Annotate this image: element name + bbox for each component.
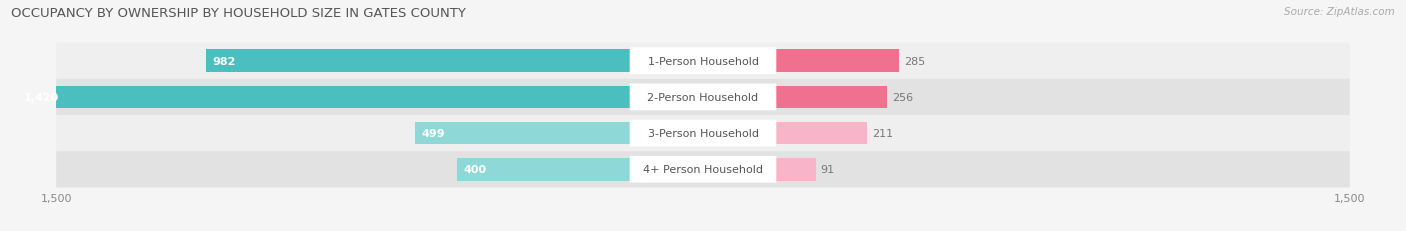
Bar (776, 122, 868, 145)
FancyBboxPatch shape (630, 120, 776, 147)
Text: 285: 285 (904, 56, 925, 66)
Text: 982: 982 (212, 56, 236, 66)
Text: 1-Person Household: 1-Person Household (648, 56, 758, 66)
Text: 2-Person Household: 2-Person Household (647, 92, 759, 103)
Text: 3-Person Household: 3-Person Household (648, 128, 758, 139)
Bar (17, 86, 630, 109)
Bar (207, 50, 630, 73)
FancyBboxPatch shape (56, 43, 1350, 79)
Text: 91: 91 (821, 165, 835, 175)
FancyBboxPatch shape (630, 84, 776, 111)
Bar (776, 86, 887, 109)
Bar (415, 122, 630, 145)
FancyBboxPatch shape (56, 116, 1350, 152)
Text: 256: 256 (891, 92, 912, 103)
Bar (457, 158, 630, 181)
Text: 499: 499 (420, 128, 444, 139)
Text: 400: 400 (464, 165, 486, 175)
FancyBboxPatch shape (630, 48, 776, 75)
Text: 4+ Person Household: 4+ Person Household (643, 165, 763, 175)
FancyBboxPatch shape (56, 79, 1350, 116)
Text: Source: ZipAtlas.com: Source: ZipAtlas.com (1284, 7, 1395, 17)
FancyBboxPatch shape (630, 156, 776, 183)
Bar (776, 50, 900, 73)
Text: OCCUPANCY BY OWNERSHIP BY HOUSEHOLD SIZE IN GATES COUNTY: OCCUPANCY BY OWNERSHIP BY HOUSEHOLD SIZE… (11, 7, 467, 20)
FancyBboxPatch shape (56, 152, 1350, 188)
Text: 211: 211 (873, 128, 894, 139)
Text: 1,420: 1,420 (24, 92, 59, 103)
Bar (776, 158, 815, 181)
